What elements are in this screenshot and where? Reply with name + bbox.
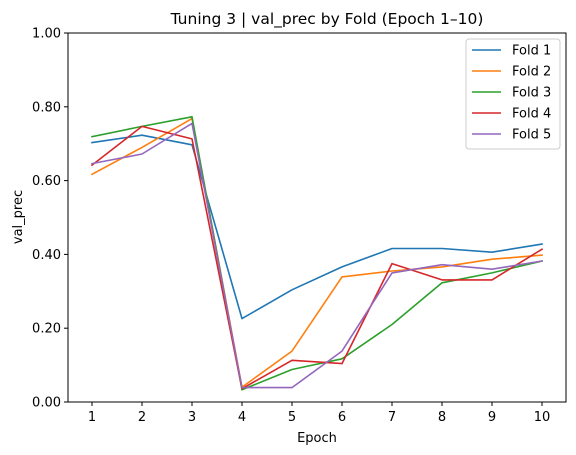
y-tick-label: 0.40 [32, 248, 61, 263]
x-axis-label: Epoch [297, 431, 337, 446]
y-tick-label: 1.00 [32, 27, 61, 42]
x-tick-label: 7 [388, 410, 396, 425]
legend-label-fold-4: Fold 4 [512, 107, 551, 122]
y-axis-label: val_prec [11, 190, 26, 244]
y-tick-label: 0.20 [32, 322, 61, 337]
legend-label-fold-2: Fold 2 [512, 65, 551, 80]
x-tick-label: 9 [488, 410, 496, 425]
legend-label-fold-5: Fold 5 [512, 128, 551, 143]
chart-title: Tuning 3 | val_prec by Fold (Epoch 1–10) [170, 10, 484, 29]
legend-label-fold-1: Fold 1 [512, 44, 551, 59]
y-tick-label: 0.80 [32, 100, 61, 115]
x-tick-label: 3 [188, 410, 196, 425]
series-line-fold-1 [91, 134, 543, 320]
series-line-fold-5 [91, 122, 543, 389]
series-line-fold-3 [91, 116, 543, 391]
series-line-fold-2 [90, 117, 543, 389]
legend-label-fold-3: Fold 3 [512, 86, 551, 101]
x-tick-label: 5 [288, 410, 296, 425]
y-tick-label: 0.60 [32, 174, 61, 189]
plot-frame [67, 32, 567, 403]
legend: Fold 1 Fold 2 Fold 3 Fold 4 Fold 5 [465, 38, 561, 150]
x-tick-label: 8 [438, 410, 446, 425]
x-tick-label: 1 [88, 410, 96, 425]
y-tick-label: 0.00 [32, 396, 61, 411]
x-tick-label: 10 [534, 410, 551, 425]
x-tick-label: 6 [338, 410, 346, 425]
series-line-fold-4 [90, 125, 544, 390]
x-tick-label: 4 [238, 410, 246, 425]
x-tick-label: 2 [138, 410, 146, 425]
legend-box [465, 38, 561, 150]
